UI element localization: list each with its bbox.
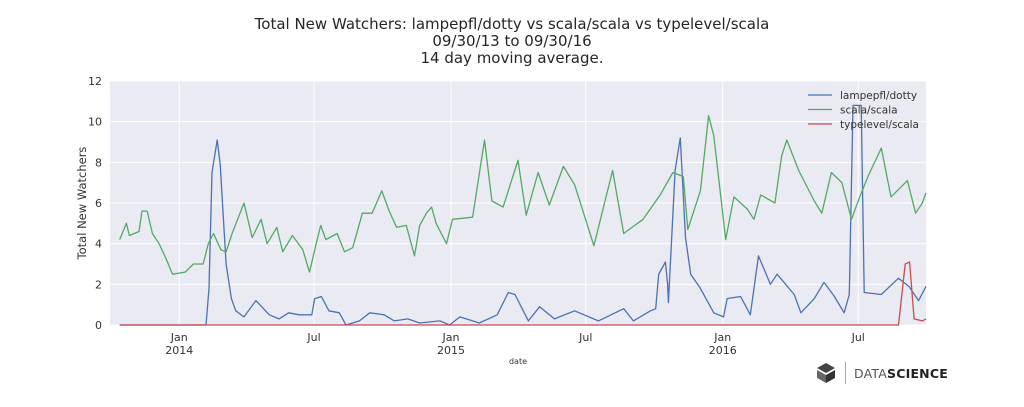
chart-subtitle-average: 14 day moving average.: [420, 49, 604, 67]
x-tick-year-label: 2016: [709, 344, 737, 357]
series-line-lampepfl-dotty: [119, 104, 927, 326]
logo-text-bold: SCIENCE: [887, 365, 948, 381]
y-tick-label: 4: [95, 238, 102, 251]
legend-label: typelevel/scala: [840, 119, 919, 131]
legend-label: scala/scala: [840, 105, 898, 117]
x-tick-year-label: 2015: [437, 344, 465, 357]
stacked-cube-icon: [817, 363, 835, 383]
x-tick-label: Jan: [170, 331, 188, 344]
x-tick-label: Jul: [578, 331, 592, 344]
y-tick-label: 12: [88, 75, 102, 88]
x-tick-label: Jul: [851, 331, 865, 344]
chart-subtitle-dates: 09/30/13 to 09/30/16: [432, 32, 592, 50]
datascience-logo: DATASCIENCE: [815, 362, 948, 384]
x-tick-label: Jul: [306, 331, 320, 344]
series-line-scala-scala: [119, 114, 927, 275]
legend-label: lampepfl/dotty: [840, 90, 917, 102]
chart-title: Total New Watchers: lampepfl/dotty vs sc…: [254, 15, 770, 33]
y-tick-label: 8: [95, 156, 102, 169]
series-line-typelevel-scala: [119, 261, 927, 326]
y-axis-label: Total New Watchers: [75, 147, 89, 261]
y-tick-label: 10: [88, 116, 102, 129]
x-tick-label: Jan: [713, 331, 731, 344]
y-tick-label: 6: [95, 197, 102, 210]
x-tick-label: Jan: [442, 331, 460, 344]
x-tick-year-label: 2014: [165, 344, 193, 357]
logo-text-light: DATA: [854, 365, 888, 381]
y-tick-label: 2: [95, 278, 102, 291]
x-axis-label: date: [509, 357, 527, 366]
y-tick-label: 0: [95, 319, 102, 332]
